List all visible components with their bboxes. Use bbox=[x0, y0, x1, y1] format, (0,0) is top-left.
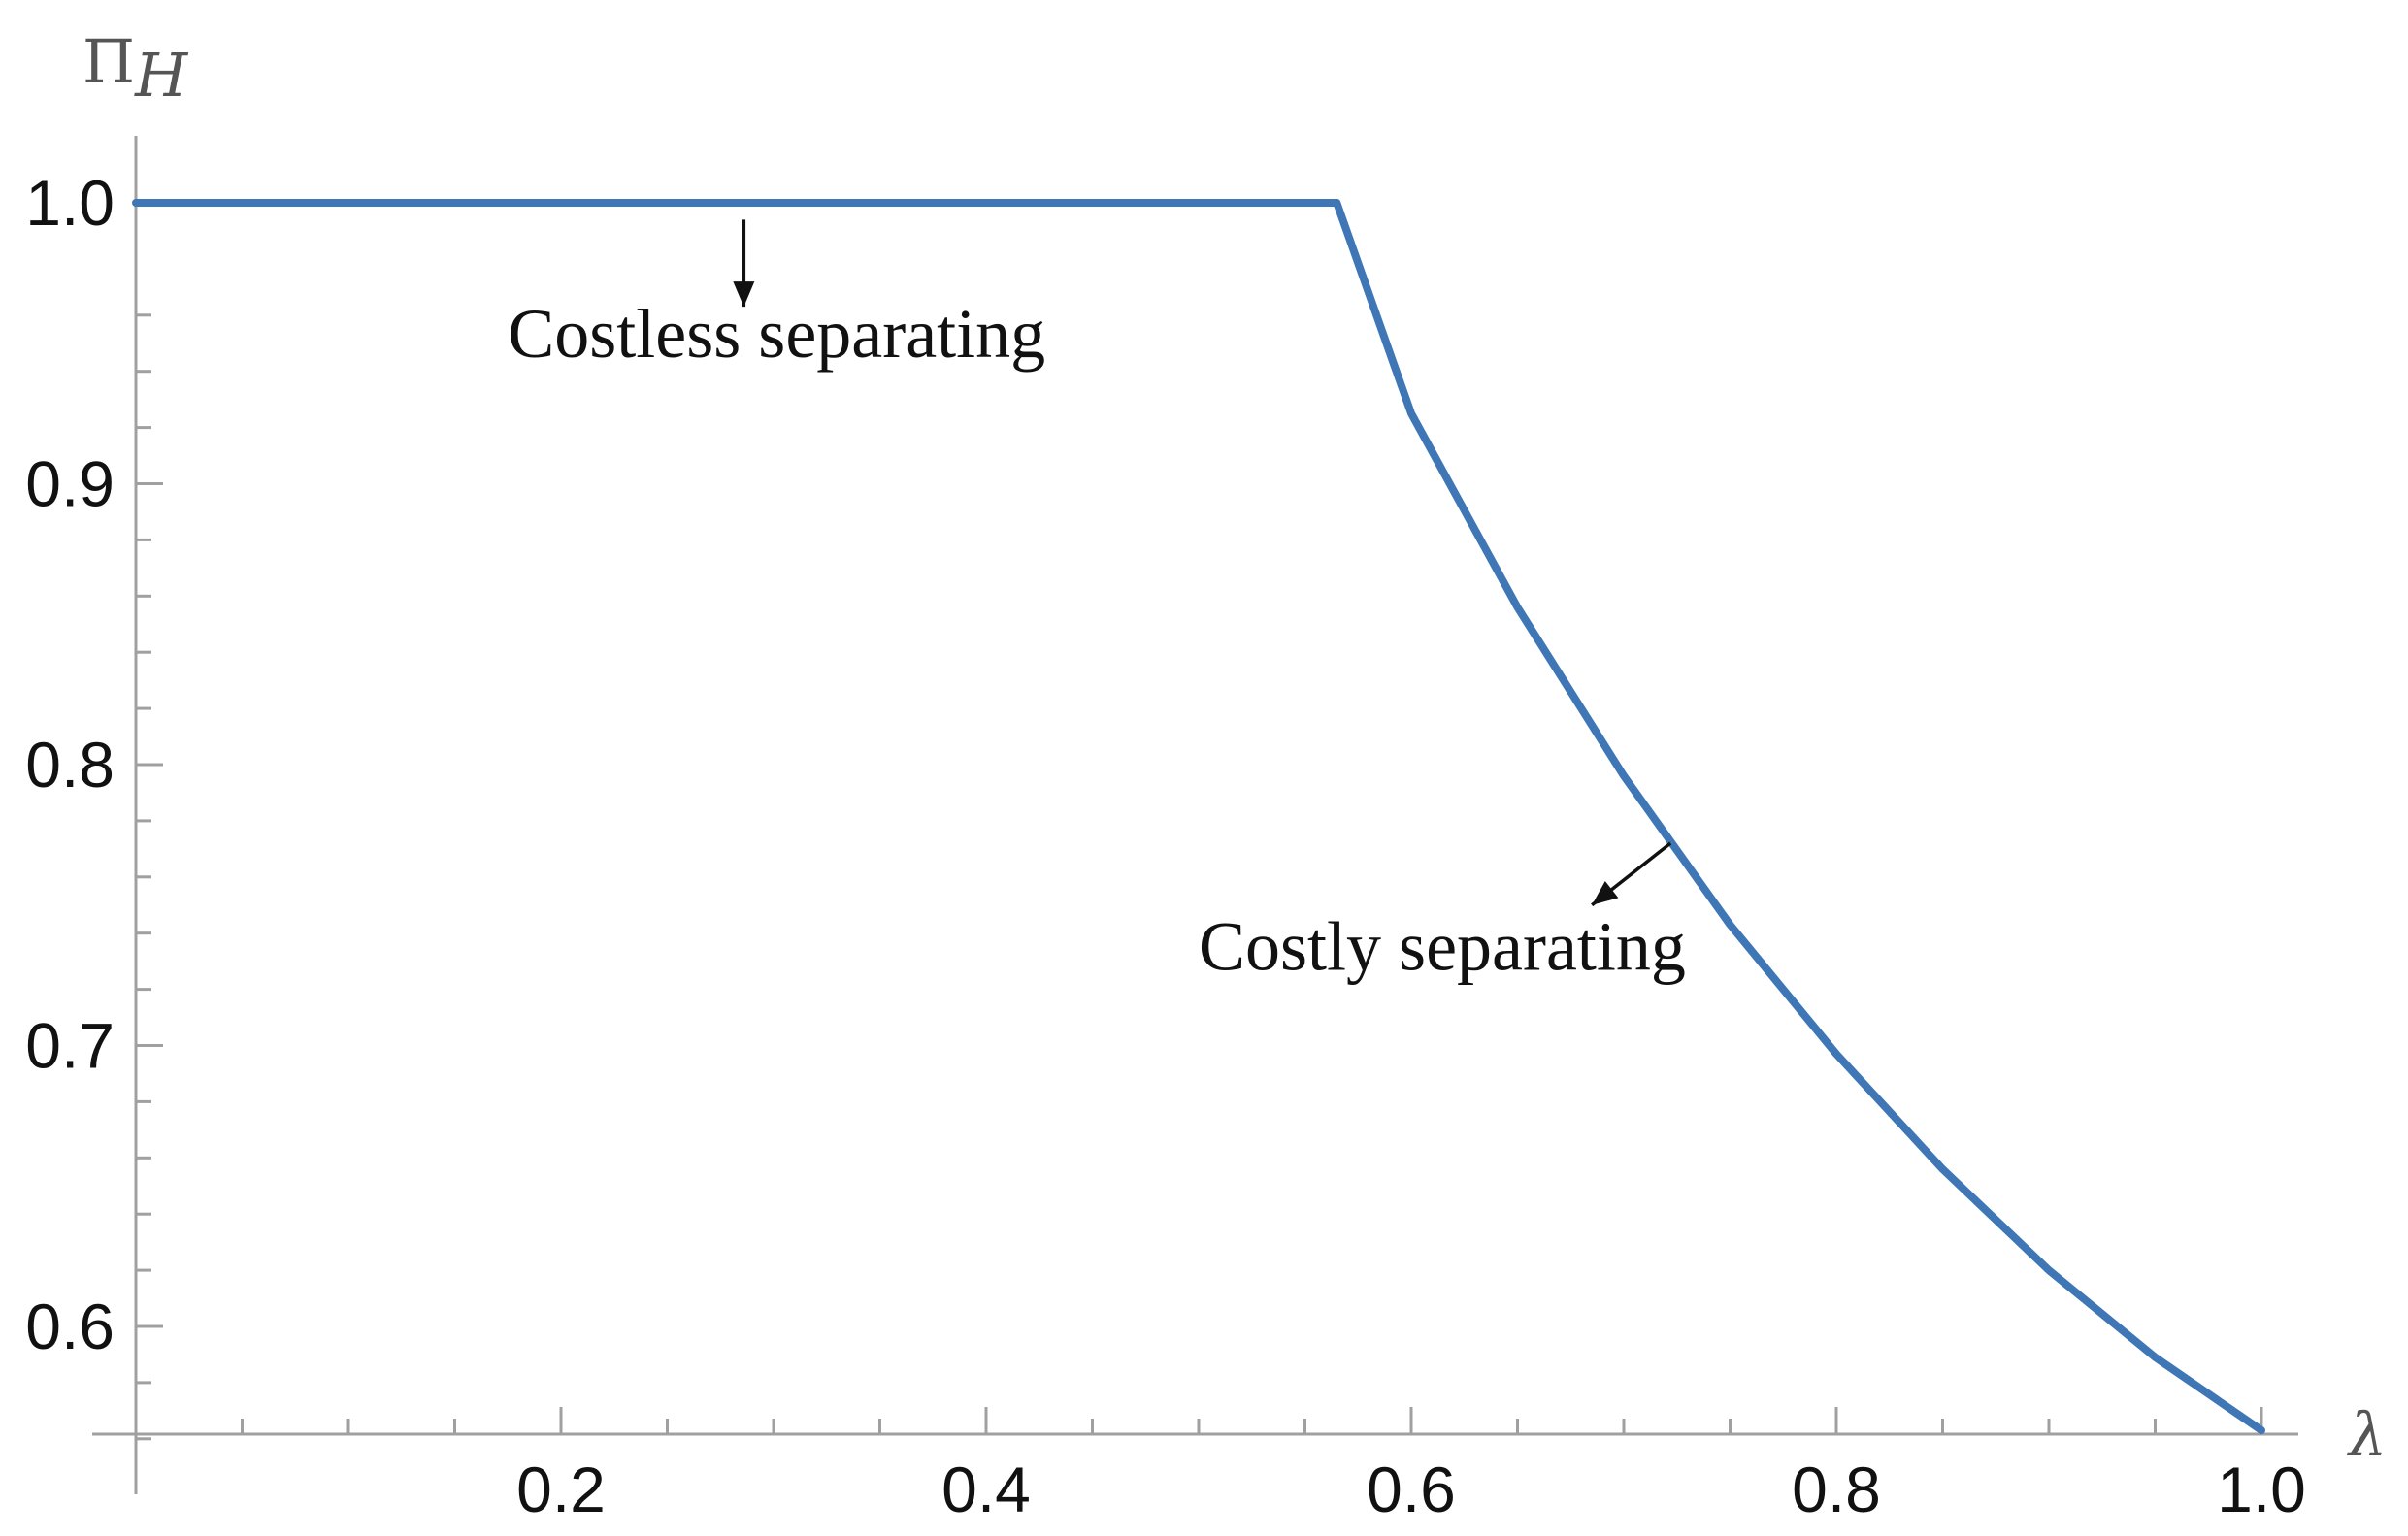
y-tick-label: 0.7 bbox=[25, 1010, 115, 1082]
annotation-arrow-head bbox=[733, 281, 755, 308]
x-tick-label: 0.2 bbox=[516, 1454, 606, 1525]
x-tick-label: 0.6 bbox=[1367, 1454, 1456, 1525]
annotation-label: Costless separating bbox=[508, 295, 1045, 373]
x-tick-label: 0.8 bbox=[1792, 1454, 1881, 1525]
x-tick-label: 0.4 bbox=[941, 1454, 1031, 1525]
annotation-arrow-head bbox=[1592, 881, 1619, 905]
y-tick-label: 0.6 bbox=[25, 1291, 115, 1362]
y-tick-label: 0.8 bbox=[25, 729, 115, 801]
y-axis-label-main: Π bbox=[82, 26, 135, 97]
axes: 0.2 0.4 0.6 0.8 1.0 0.6 0.7 0.8 0.9 1.0 bbox=[25, 136, 2306, 1525]
y-axis-label-sub: H bbox=[134, 40, 189, 111]
y-axis-label: ΠH bbox=[82, 26, 189, 111]
y-tick-label: 0.9 bbox=[25, 448, 115, 520]
series-line bbox=[132, 199, 2265, 1435]
plot-area bbox=[132, 199, 2265, 1435]
y-tick-label: 1.0 bbox=[25, 167, 115, 239]
x-axis-label: λ bbox=[2346, 1399, 2387, 1470]
annotation-label: Costly separating bbox=[1199, 907, 1686, 985]
tick-marks bbox=[136, 313, 2263, 1441]
x-tick-label: 1.0 bbox=[2217, 1454, 2306, 1525]
annotations: Costless separating Costly separating bbox=[508, 219, 1686, 985]
